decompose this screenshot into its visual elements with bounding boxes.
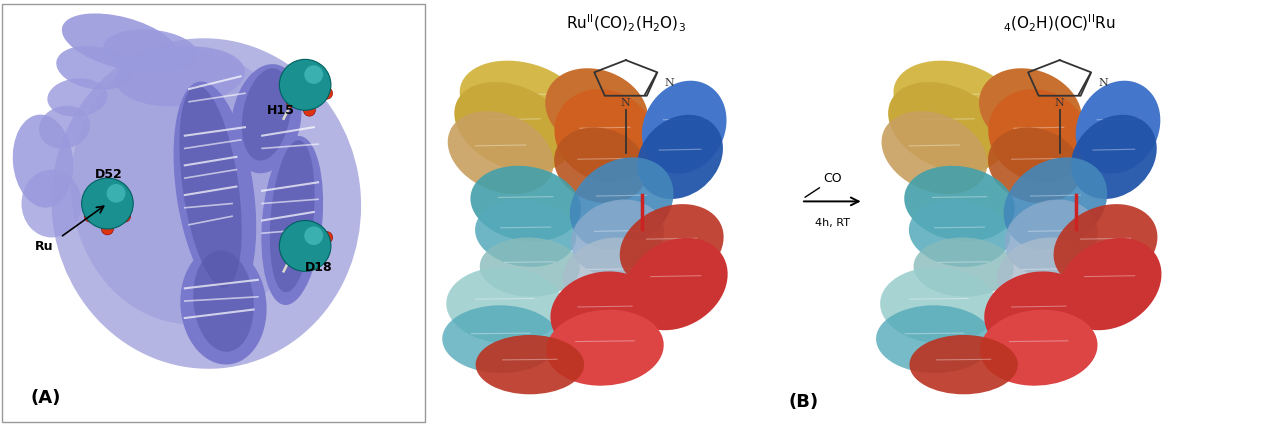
Ellipse shape <box>57 46 133 90</box>
Text: D18: D18 <box>305 261 332 274</box>
Circle shape <box>85 210 96 222</box>
Ellipse shape <box>1071 115 1157 199</box>
Text: N: N <box>1054 98 1064 108</box>
Ellipse shape <box>545 68 648 152</box>
Ellipse shape <box>980 310 1097 386</box>
Ellipse shape <box>269 140 315 292</box>
Circle shape <box>321 87 332 99</box>
Text: CO: CO <box>823 172 842 185</box>
Circle shape <box>305 65 324 84</box>
Ellipse shape <box>52 38 362 369</box>
Ellipse shape <box>62 14 178 71</box>
Text: H15: H15 <box>267 104 295 117</box>
Ellipse shape <box>555 89 656 182</box>
Circle shape <box>286 248 298 260</box>
Circle shape <box>321 232 332 243</box>
Circle shape <box>286 96 298 108</box>
Ellipse shape <box>181 246 267 365</box>
Circle shape <box>106 184 125 203</box>
Ellipse shape <box>637 115 723 199</box>
Ellipse shape <box>904 166 1015 241</box>
Ellipse shape <box>554 128 647 203</box>
Text: N: N <box>665 78 674 87</box>
Ellipse shape <box>241 68 291 161</box>
Text: (A): (A) <box>30 389 61 407</box>
Ellipse shape <box>880 267 997 343</box>
Text: 4h, RT: 4h, RT <box>815 218 849 229</box>
Text: D52: D52 <box>95 168 123 181</box>
Circle shape <box>279 220 331 271</box>
Text: N: N <box>1098 78 1109 87</box>
Circle shape <box>279 59 331 110</box>
Ellipse shape <box>985 271 1093 356</box>
Text: Ru: Ru <box>34 240 53 253</box>
Ellipse shape <box>470 166 581 241</box>
Ellipse shape <box>480 237 580 297</box>
Ellipse shape <box>562 237 664 314</box>
Ellipse shape <box>546 310 664 386</box>
Ellipse shape <box>909 200 1010 267</box>
Ellipse shape <box>550 271 660 356</box>
Ellipse shape <box>988 89 1090 182</box>
Ellipse shape <box>997 237 1097 314</box>
Circle shape <box>82 178 133 229</box>
Ellipse shape <box>642 81 727 174</box>
Ellipse shape <box>475 335 584 394</box>
Ellipse shape <box>624 238 728 330</box>
Circle shape <box>303 104 316 116</box>
Ellipse shape <box>988 128 1081 203</box>
Ellipse shape <box>889 82 1006 173</box>
Ellipse shape <box>570 157 674 250</box>
Ellipse shape <box>21 170 82 237</box>
Ellipse shape <box>71 49 307 324</box>
Ellipse shape <box>1054 204 1158 288</box>
Ellipse shape <box>262 136 324 305</box>
Ellipse shape <box>914 237 1014 297</box>
FancyBboxPatch shape <box>3 4 426 422</box>
Ellipse shape <box>475 200 576 267</box>
Text: $_4$(O$_2$H)(OC)$^{\rm II}$Ru: $_4$(O$_2$H)(OC)$^{\rm II}$Ru <box>1004 13 1116 34</box>
Text: (B): (B) <box>789 393 819 411</box>
Circle shape <box>305 226 324 245</box>
Ellipse shape <box>881 111 987 194</box>
Text: N: N <box>621 98 631 108</box>
Ellipse shape <box>446 267 564 343</box>
Ellipse shape <box>442 305 559 373</box>
Ellipse shape <box>894 61 1018 143</box>
Ellipse shape <box>231 64 302 173</box>
Circle shape <box>119 210 130 222</box>
Ellipse shape <box>619 204 723 288</box>
Ellipse shape <box>1004 157 1107 250</box>
Ellipse shape <box>980 68 1082 152</box>
Ellipse shape <box>1058 238 1162 330</box>
Ellipse shape <box>876 305 994 373</box>
Ellipse shape <box>39 106 90 149</box>
Ellipse shape <box>571 200 664 275</box>
Ellipse shape <box>1005 200 1098 275</box>
Circle shape <box>307 257 320 269</box>
Circle shape <box>101 223 114 235</box>
Ellipse shape <box>460 61 584 143</box>
Ellipse shape <box>116 46 245 106</box>
Ellipse shape <box>454 82 573 173</box>
Ellipse shape <box>1076 81 1160 174</box>
Ellipse shape <box>910 335 1018 394</box>
Ellipse shape <box>47 78 107 117</box>
Ellipse shape <box>104 29 197 73</box>
Text: Ru$^{\rm II}$(CO)$_2$(H$_2$O)$_3$: Ru$^{\rm II}$(CO)$_2$(H$_2$O)$_3$ <box>566 13 686 34</box>
Ellipse shape <box>13 114 73 208</box>
Ellipse shape <box>173 81 257 300</box>
Ellipse shape <box>179 86 241 287</box>
Ellipse shape <box>447 111 554 194</box>
Ellipse shape <box>193 250 254 352</box>
